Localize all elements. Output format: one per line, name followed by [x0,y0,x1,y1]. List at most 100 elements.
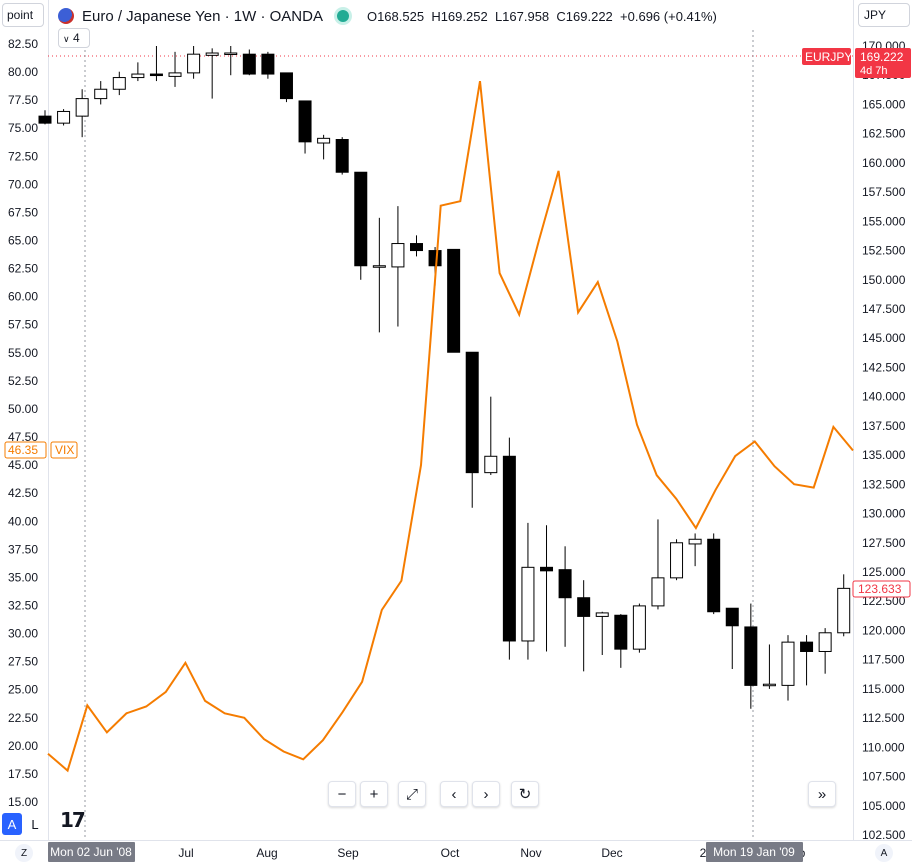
change-value: +0.696 (+0.41%) [620,8,717,24]
right-axis-tick: 160.000 [862,156,906,170]
candle-body [372,265,386,268]
scale-mode-select[interactable]: point [2,3,44,27]
left-axis-tick: 82.50 [8,37,38,51]
symbol-badge-bg [802,48,851,65]
candle [577,580,591,672]
symbol-badge: EURJPY [805,50,852,64]
left-axis-tick: 35.00 [8,570,38,584]
left-axis-tick: 80.00 [8,65,38,79]
countdown-badge: 4d 7h [860,65,888,77]
time-axis-tick: Nov [520,846,541,860]
right-axis-tick: 152.500 [862,244,906,258]
candle [744,603,758,709]
left-axis-tick: 77.50 [8,93,38,107]
eurjpy-candles [38,46,851,709]
currency-label: JPY [864,8,887,22]
log-scale-button[interactable]: L [31,816,39,832]
left-axis-tick: 72.50 [8,149,38,163]
left-axis-tick: 22.50 [8,711,38,725]
reset-scale-button[interactable]: ⤢ [398,781,426,807]
candle-body [94,88,108,100]
left-axis-tick: 67.50 [8,205,38,219]
low-price-badge: 123.633 [858,582,902,596]
candle [521,522,535,660]
candle [372,217,386,333]
scroll-right-button[interactable]: › [472,781,500,807]
auto-right-button[interactable]: A [875,844,893,862]
left-axis-tick: 17.50 [8,767,38,781]
time-badge-left-bg [48,842,135,862]
candle-body [781,641,795,686]
candle-body [670,542,684,579]
right-axis-tick: 115.000 [862,682,905,696]
zoom-out-button[interactable]: − [328,781,356,807]
left-axis-tick: 47.50 [8,430,38,444]
expand-icon: ⤢ [405,785,418,803]
indicators-toggle-button[interactable]: ∨ 4 [58,28,90,48]
right-axis-tick: 142.500 [862,360,906,374]
low-value: 167.958 [502,8,550,24]
candle [484,396,498,475]
candle-body [279,72,293,100]
reset-chart-button[interactable]: ↻ [511,781,539,807]
candle [837,574,851,637]
candle [540,525,554,652]
candle-body [112,77,126,90]
candle [762,644,776,689]
time-badge-right: Mon 19 Jan '09 [713,845,795,859]
vix-name-badge-bg [50,441,78,459]
right-axis-tick: 150.000 [862,273,906,287]
candle-body [335,139,349,173]
left-axis-tick: 60.00 [8,290,38,304]
timezone-button[interactable]: Z [15,844,33,862]
candle [632,603,646,653]
candle [224,46,238,76]
open-value: 168.525 [377,8,425,24]
zoom-in-button[interactable]: + [360,781,388,807]
left-axis-tick: 62.50 [8,262,38,276]
time-axis-border [0,840,912,841]
candle-body [762,683,776,687]
low-price-badge-bg [852,580,911,598]
right-price-axis[interactable]: 170.000167.500165.000162.500160.000157.5… [862,39,906,842]
candle-body [632,605,646,650]
right-axis-tick: 162.500 [862,127,906,141]
currency-select[interactable]: JPY [858,3,910,27]
left-axis-tick: 15.00 [8,795,38,809]
candle [781,635,795,701]
symbol-header: Euro / Japanese Yen · 1W · OANDA O168.52… [58,6,717,26]
left-axis-tick: 42.50 [8,486,38,500]
candle-body [428,250,442,267]
time-axis-tick: Dec [601,846,622,860]
candle-body [317,137,331,144]
go-to-realtime-button[interactable]: » [808,781,836,807]
high-value: 169.252 [440,8,488,24]
candle [614,614,628,668]
left-axis-tick: 55.00 [8,346,38,360]
candle-body [205,52,219,56]
candle-body [818,632,832,652]
left-axis-tick: 65.00 [8,234,38,248]
candle [75,89,89,138]
left-axis-tick: 75.00 [8,121,38,135]
candle-body [558,569,572,599]
candle [279,72,293,103]
candle [94,81,108,105]
candle-body [168,72,182,77]
market-status-icon[interactable] [336,10,349,22]
vix-name-badge: VIX [55,443,74,457]
auto-scale-button[interactable]: A [2,813,22,835]
left-price-axis[interactable]: 82.50 80.00 77.50 75.00 72.50 70.00 67.50 65.00… [8,37,38,809]
candle-body [298,100,312,143]
right-axis-tick: 107.500 [862,770,906,784]
candle [205,48,219,99]
chevron-right-icon: › [483,785,489,803]
right-axis-tick: 145.000 [862,331,906,345]
last-price-badge-bg [855,48,911,78]
candle-body [521,566,535,642]
vix-value-badge: 46.35 [8,443,38,457]
candle-body [447,248,461,353]
candle [447,248,461,353]
scroll-left-button[interactable]: ‹ [440,781,468,807]
